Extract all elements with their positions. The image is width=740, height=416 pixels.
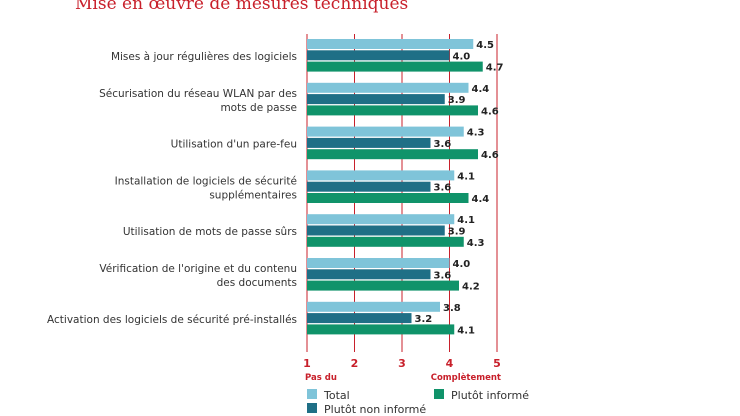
- value-label: 4.5: [476, 40, 494, 51]
- x-min-label: Pas du: [305, 373, 337, 383]
- category-label: Sécurisation du réseau WLAN par des: [99, 88, 297, 100]
- bar: [307, 301, 440, 312]
- bar: [307, 82, 469, 93]
- legend-label: Plutôt informé: [451, 389, 529, 402]
- legend-label: Total: [323, 389, 350, 402]
- value-label: 4.0: [453, 259, 471, 270]
- category-label: supplémentaires: [209, 189, 297, 201]
- x-tick-label: 2: [351, 357, 359, 370]
- bar: [307, 50, 450, 61]
- value-label: 3.8: [443, 303, 461, 314]
- bar: [307, 181, 431, 192]
- category-label: Mises à jour régulières des logiciels: [111, 51, 297, 63]
- category-label: mots de passe: [220, 102, 297, 114]
- chart-title: Mise en œuvre de mesures techniques: [75, 0, 409, 14]
- category-label: Utilisation de mots de passe sûrs: [123, 226, 297, 238]
- value-label: 3.9: [448, 227, 466, 238]
- bar: [307, 258, 450, 268]
- legend-swatch: [307, 403, 317, 413]
- x-tick-label: 5: [493, 357, 501, 370]
- bar: [307, 39, 474, 49]
- bar: [307, 280, 459, 291]
- legend-label: Plutôt non informé: [324, 403, 426, 416]
- category-label: Activation des logiciels de sécurité pré…: [47, 314, 297, 326]
- x-tick-label: 3: [398, 357, 406, 370]
- bar: [307, 269, 431, 280]
- bar: [307, 105, 478, 116]
- bar: [307, 193, 469, 203]
- bar: [307, 214, 455, 225]
- bar: [307, 170, 455, 181]
- value-label: 4.4: [472, 194, 490, 205]
- value-label: 4.0: [453, 51, 471, 62]
- value-label: 3.2: [415, 314, 433, 325]
- value-label: 4.1: [457, 215, 475, 226]
- value-label: 4.6: [481, 106, 499, 117]
- bar: [307, 236, 464, 247]
- value-label: 4.1: [457, 325, 475, 336]
- value-label: 4.3: [467, 128, 485, 139]
- legend-swatch: [434, 389, 444, 399]
- x-tick-label: 1: [303, 357, 311, 370]
- value-label: 4.1: [457, 171, 475, 182]
- category-label: Installation de logiciels de sécurité: [115, 175, 297, 187]
- value-label: 4.4: [472, 84, 490, 95]
- bar: [307, 324, 455, 335]
- value-label: 3.6: [434, 270, 452, 281]
- value-label: 3.9: [448, 95, 466, 106]
- bar: [307, 61, 483, 72]
- bar: [307, 313, 412, 324]
- category-label: des documents: [217, 277, 297, 289]
- x-max-label: Complètement: [431, 372, 501, 383]
- category-label: Vérification de l'origine et du contenu: [99, 263, 297, 275]
- category-label: Utilisation d'un pare-feu: [171, 139, 297, 151]
- value-label: 4.2: [462, 282, 480, 293]
- value-label: 4.6: [481, 150, 499, 161]
- value-label: 4.7: [486, 63, 504, 74]
- bar: [307, 126, 464, 137]
- x-tick-label: 4: [446, 357, 454, 370]
- value-label: 3.6: [434, 183, 452, 194]
- value-label: 4.3: [467, 238, 485, 249]
- bar: [307, 225, 445, 236]
- bar: [307, 94, 445, 105]
- bar: [307, 149, 478, 160]
- bar: [307, 137, 431, 148]
- legend-swatch: [307, 389, 317, 399]
- value-label: 3.6: [434, 139, 452, 150]
